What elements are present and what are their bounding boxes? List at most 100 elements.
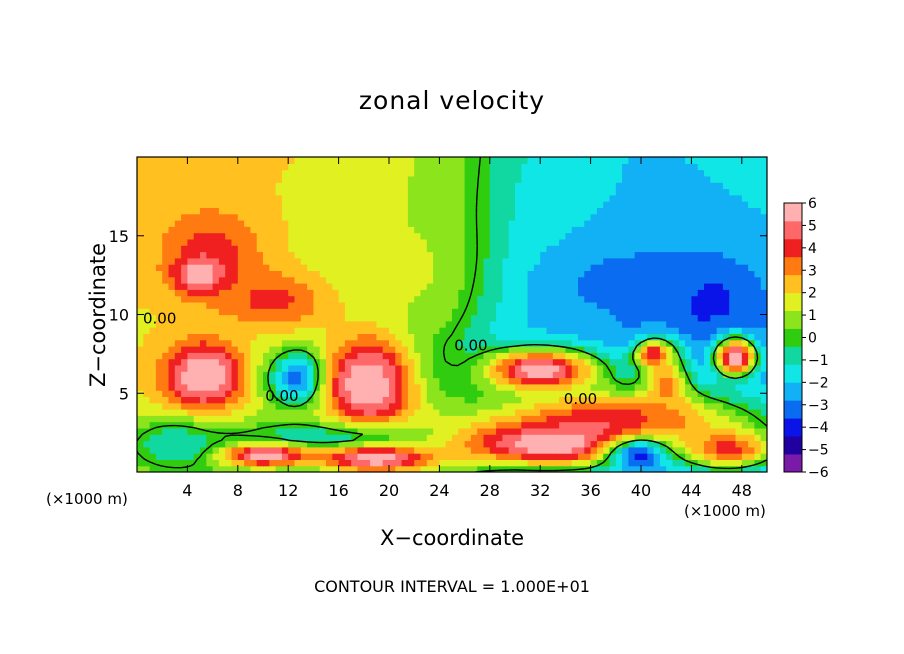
field-cell bbox=[546, 226, 554, 234]
field-cell bbox=[710, 213, 718, 221]
field-cell bbox=[338, 201, 346, 208]
field-cell bbox=[691, 333, 699, 341]
field-cell bbox=[729, 364, 737, 372]
field-cell bbox=[515, 453, 522, 460]
field-cell bbox=[319, 264, 327, 271]
field-cell bbox=[559, 377, 566, 385]
field-cell bbox=[704, 346, 711, 353]
field-cell bbox=[382, 333, 390, 341]
field-cell bbox=[729, 245, 737, 253]
field-cell bbox=[187, 346, 195, 353]
field-cell bbox=[477, 390, 485, 397]
field-cell bbox=[445, 364, 453, 372]
field-cell bbox=[193, 459, 201, 467]
field-cell bbox=[527, 232, 535, 240]
field-cell bbox=[187, 364, 195, 372]
field-cell bbox=[307, 346, 314, 353]
field-cell bbox=[426, 459, 434, 467]
field-cell bbox=[496, 201, 503, 208]
field-cell bbox=[697, 333, 705, 341]
field-cell bbox=[666, 188, 674, 196]
field-cell bbox=[370, 194, 377, 202]
field-cell bbox=[653, 295, 661, 303]
field-cell bbox=[395, 283, 403, 290]
field-cell bbox=[672, 364, 680, 372]
field-cell bbox=[704, 301, 711, 309]
field-cell bbox=[395, 421, 403, 429]
field-cell bbox=[382, 257, 390, 265]
field-cell bbox=[584, 289, 592, 297]
field-cell bbox=[174, 390, 182, 397]
field-cell bbox=[653, 364, 661, 372]
field-cell bbox=[527, 238, 535, 246]
field-cell bbox=[521, 396, 529, 404]
field-cell bbox=[294, 415, 302, 423]
field-cell bbox=[174, 421, 182, 429]
field-cell bbox=[433, 257, 440, 265]
field-cell bbox=[464, 371, 472, 379]
field-cell bbox=[389, 169, 396, 177]
field-cell bbox=[225, 352, 233, 360]
field-cell bbox=[395, 157, 403, 164]
field-cell bbox=[647, 402, 655, 410]
field-cell bbox=[250, 175, 258, 183]
field-cell bbox=[502, 175, 510, 183]
field-cell bbox=[584, 358, 592, 366]
field-cell bbox=[678, 320, 686, 328]
field-cell bbox=[174, 308, 182, 316]
field-cell bbox=[609, 238, 617, 246]
field-cell bbox=[382, 415, 390, 423]
field-cell bbox=[407, 308, 415, 316]
field-cell bbox=[414, 257, 422, 265]
field-cell bbox=[313, 440, 321, 448]
field-cell bbox=[445, 327, 453, 334]
field-cell bbox=[231, 409, 239, 416]
field-cell bbox=[370, 402, 377, 410]
field-cell bbox=[741, 427, 749, 435]
field-cell bbox=[464, 251, 472, 259]
field-cell bbox=[659, 440, 667, 448]
field-cell bbox=[533, 352, 541, 360]
field-cell bbox=[231, 226, 239, 234]
field-cell bbox=[748, 289, 755, 297]
field-cell bbox=[168, 333, 176, 341]
field-cell bbox=[338, 182, 346, 190]
field-cell bbox=[521, 358, 529, 366]
field-cell bbox=[439, 301, 447, 309]
field-cell bbox=[332, 257, 340, 265]
field-cell bbox=[666, 314, 674, 322]
field-cell bbox=[250, 396, 258, 404]
field-cell bbox=[552, 257, 560, 265]
field-cell bbox=[275, 175, 283, 183]
field-cell bbox=[250, 276, 258, 284]
field-cell bbox=[748, 453, 755, 460]
field-cell bbox=[754, 213, 762, 221]
field-cell bbox=[338, 390, 346, 397]
field-cell bbox=[389, 320, 396, 328]
field-cell bbox=[634, 169, 642, 177]
field-cell bbox=[672, 264, 680, 271]
field-cell bbox=[200, 276, 207, 284]
field-cell bbox=[174, 201, 182, 208]
field-cell bbox=[697, 238, 705, 246]
field-cell bbox=[332, 232, 340, 240]
field-cell bbox=[137, 182, 144, 190]
field-cell bbox=[281, 201, 289, 208]
field-cell bbox=[326, 465, 333, 472]
field-cell bbox=[225, 314, 233, 322]
field-cell bbox=[641, 301, 648, 309]
field-cell bbox=[357, 320, 365, 328]
field-cell bbox=[458, 346, 466, 353]
field-cell bbox=[489, 352, 497, 360]
field-cell bbox=[527, 352, 535, 360]
field-cell bbox=[678, 257, 686, 265]
field-cell bbox=[376, 371, 384, 379]
field-cell bbox=[294, 257, 302, 265]
field-cell bbox=[653, 157, 661, 164]
field-cell bbox=[508, 238, 516, 246]
field-cell bbox=[584, 182, 592, 190]
field-cell bbox=[263, 352, 270, 360]
field-cell bbox=[596, 415, 604, 423]
field-cell bbox=[231, 396, 239, 404]
field-cell bbox=[439, 396, 447, 404]
